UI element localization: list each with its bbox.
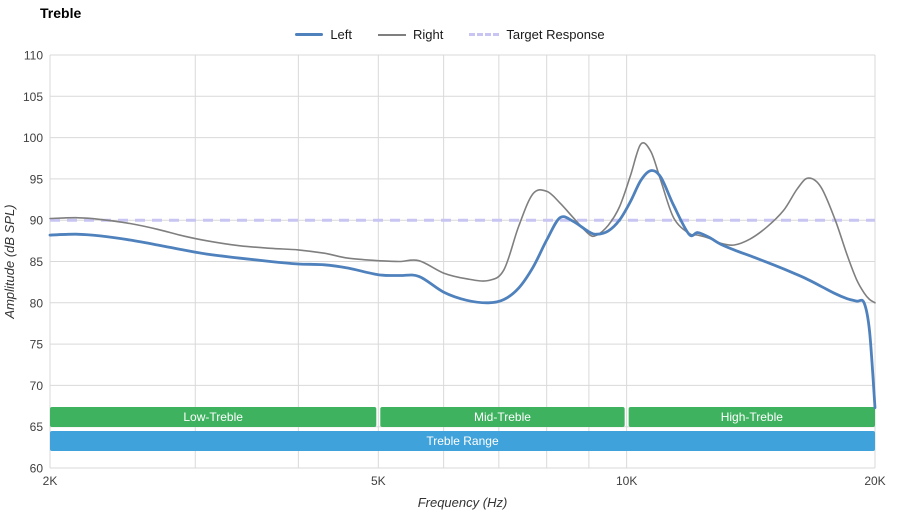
range-band-low-treble: [50, 407, 377, 427]
range-band-high-treble: [628, 407, 875, 427]
band-label: Low-Treble: [183, 410, 243, 424]
y-tick-label: 80: [30, 296, 44, 310]
x-tick-label: 2K: [43, 474, 58, 488]
y-tick-label: 70: [30, 379, 44, 393]
series-line-left: [48, 169, 877, 410]
y-tick-label: 95: [30, 172, 44, 186]
chart-title: Treble: [40, 5, 82, 21]
band-label: Mid-Treble: [474, 410, 531, 424]
y-tick-label: 65: [30, 420, 44, 434]
x-tick-label: 5K: [371, 474, 386, 488]
legend-item-right[interactable]: Right: [378, 27, 443, 42]
legend: Left Right Target Response: [0, 27, 900, 42]
range-band-mid-treble: [380, 407, 625, 427]
legend-item-left[interactable]: Left: [295, 27, 352, 42]
y-axis-title: Amplitude (dB SPL): [2, 204, 17, 319]
y-tick-label: 110: [24, 49, 43, 63]
legend-item-label: Left: [330, 27, 353, 42]
target-response-line-swatch: [469, 33, 500, 36]
y-tick-label: 90: [30, 214, 44, 228]
y-tick-label: 60: [30, 462, 44, 476]
x-tick-label: 20K: [864, 474, 885, 488]
band-label: High-Treble: [721, 410, 784, 424]
band-label: Treble Range: [426, 434, 499, 448]
right-line-swatch: [378, 33, 407, 36]
legend-item-target-response[interactable]: Target Response: [469, 27, 605, 42]
y-tick-label: 85: [30, 255, 44, 269]
left-line-swatch: [295, 33, 324, 36]
legend-item-label: Right: [413, 27, 444, 42]
y-tick-label: 105: [23, 90, 43, 104]
y-tick-label: 100: [23, 131, 43, 145]
y-tick-label: 75: [30, 338, 44, 352]
legend-item-label: Target Response: [506, 27, 605, 42]
series-line-right: [49, 142, 876, 304]
range-band-treble-range: [50, 431, 875, 451]
x-axis-title: Frequency (Hz): [418, 495, 508, 510]
x-tick-label: 10K: [616, 474, 637, 488]
